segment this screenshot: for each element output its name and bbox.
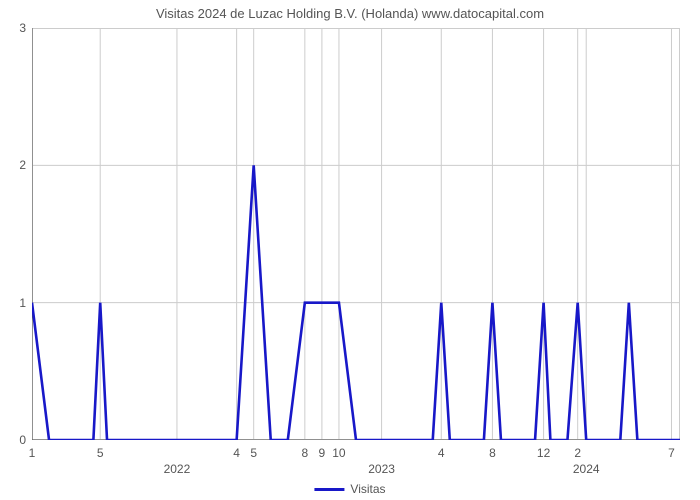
chart-title: Visitas 2024 de Luzac Holding B.V. (Hola… (0, 6, 700, 21)
y-tick-label: 1 (19, 296, 26, 310)
x-tick-label: 10 (332, 446, 345, 460)
legend-label: Visitas (350, 482, 385, 496)
x-tick-label: 8 (489, 446, 496, 460)
x-tick-label: 1 (29, 446, 36, 460)
x-tick-label: 7 (668, 446, 675, 460)
x-tick-label: 5 (250, 446, 257, 460)
legend-swatch (314, 488, 344, 491)
x-tick-label: 8 (301, 446, 308, 460)
y-tick-label: 2 (19, 158, 26, 172)
x-tick-label: 2023 (368, 462, 395, 476)
y-tick-label: 3 (19, 21, 26, 35)
x-tick-label: 5 (97, 446, 104, 460)
x-tick-label: 12 (537, 446, 550, 460)
y-tick-label: 0 (19, 433, 26, 447)
legend: Visitas (314, 482, 385, 496)
chart-plot (32, 28, 680, 440)
x-tick-label: 2024 (573, 462, 600, 476)
x-tick-label: 4 (233, 446, 240, 460)
x-tick-label: 4 (438, 446, 445, 460)
chart-container: Visitas 2024 de Luzac Holding B.V. (Hola… (0, 0, 700, 500)
x-tick-label: 9 (319, 446, 326, 460)
x-tick-label: 2022 (164, 462, 191, 476)
x-tick-label: 2 (574, 446, 581, 460)
